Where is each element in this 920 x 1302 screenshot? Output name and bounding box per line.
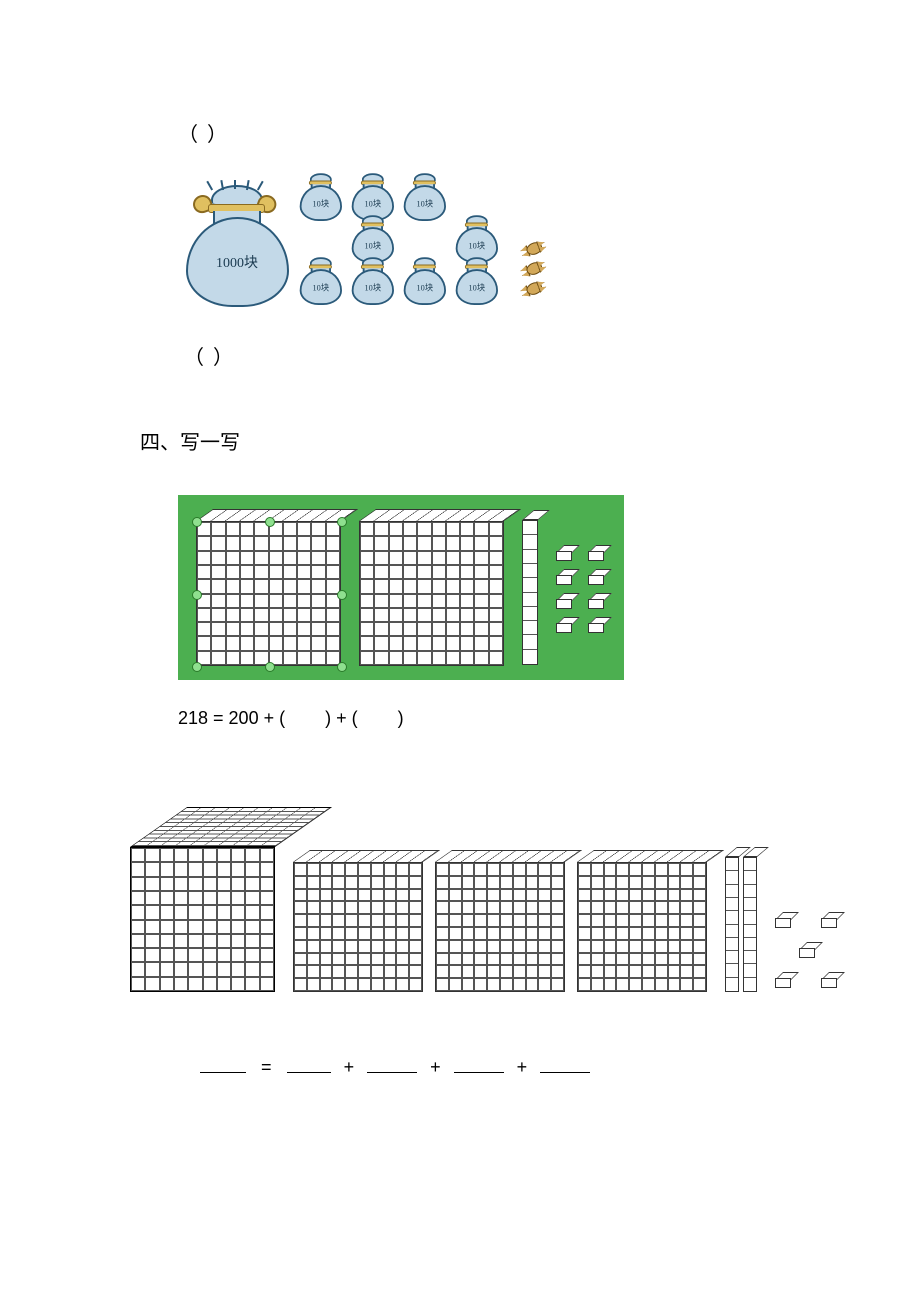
bag-10: 10块 xyxy=(298,259,340,305)
eq-q2-op-0: = xyxy=(251,1057,282,1077)
hundreds-flats xyxy=(196,509,504,666)
loose-candies xyxy=(520,241,546,295)
eq-218-suffix: ) xyxy=(398,708,404,728)
bag-10: 10块 xyxy=(454,217,496,263)
bag-10: 10块 xyxy=(402,175,444,221)
candy-piece xyxy=(518,277,547,299)
unit-cube xyxy=(556,617,574,631)
ten-rod xyxy=(522,510,538,665)
answer-blank-2[interactable]: （ ） xyxy=(184,341,920,370)
hundred-flat xyxy=(577,850,707,992)
eq-218-prefix: 218 = 200 + ( xyxy=(178,708,285,728)
eq-q2-blank-0[interactable] xyxy=(200,1052,246,1073)
eq-q2-op-2: + xyxy=(422,1057,449,1077)
eq-q2-blank-4[interactable] xyxy=(540,1052,590,1073)
ten-rod xyxy=(725,847,739,992)
bag-10: 10块 xyxy=(298,175,340,221)
eq-q2-op-1: + xyxy=(336,1057,363,1077)
bag-1000-label: 1000块 xyxy=(216,252,258,272)
unit-cube xyxy=(799,942,817,956)
answer-blank-1[interactable]: （ ） xyxy=(178,118,920,147)
candy-bags-illustration: 1000块 10块10块10块10块10块10块10块10块10块 xyxy=(180,181,920,307)
section-4-title: 四、写一写 xyxy=(140,426,920,455)
unit-cube xyxy=(775,972,793,986)
worksheet-page: （ ） 1000块 10块10块10块10块10块10块10块10块10块 （ … xyxy=(0,0,920,1302)
equation-q2: = + + + xyxy=(200,1052,920,1078)
unit-cube xyxy=(556,545,574,559)
thousand-cube xyxy=(130,807,275,992)
unit-cube xyxy=(775,912,793,926)
blocks-panel-218 xyxy=(178,495,624,680)
bag-10: 10块 xyxy=(454,259,496,305)
hundreds-flats-q2 xyxy=(293,850,707,992)
eq-q2-blank-1[interactable] xyxy=(287,1052,331,1073)
unit-cube xyxy=(588,569,606,583)
equation-218: 218 = 200 + ( ) + ( ) xyxy=(178,708,920,729)
bag-10: 10块 xyxy=(402,259,444,305)
eq-q2-blank-3[interactable] xyxy=(454,1052,504,1073)
unit-cube xyxy=(556,593,574,607)
unit-cube xyxy=(821,912,839,926)
unit-cubes-q2 xyxy=(775,912,845,992)
tens-rods-q2 xyxy=(725,847,757,992)
bags-10-group: 10块10块10块10块10块10块10块10块10块 xyxy=(296,181,502,307)
hundred-flat xyxy=(359,509,504,666)
unit-cube xyxy=(588,593,606,607)
unit-cubes-grid xyxy=(556,545,606,631)
eq-218-mid: ) + ( xyxy=(325,708,358,728)
tens-rods xyxy=(522,510,538,665)
bag-1000: 1000块 xyxy=(180,187,290,307)
hundred-flat xyxy=(293,850,423,992)
eq-q2-blank-2[interactable] xyxy=(367,1052,417,1073)
bag-10: 10块 xyxy=(350,217,392,263)
thousand-cube-block xyxy=(130,847,275,992)
ten-rod xyxy=(743,847,757,992)
bag-10: 10块 xyxy=(350,259,392,305)
unit-cube xyxy=(556,569,574,583)
hundred-flat xyxy=(435,850,565,992)
unit-cube xyxy=(588,617,606,631)
unit-cube xyxy=(821,972,839,986)
candy-piece xyxy=(518,257,547,279)
hundred-flat xyxy=(196,509,341,666)
bag-10: 10块 xyxy=(350,175,392,221)
eq-q2-op-3: + xyxy=(509,1057,536,1077)
candy-piece xyxy=(518,237,547,259)
unit-cube xyxy=(588,545,606,559)
blocks-panel-q2 xyxy=(130,807,920,992)
